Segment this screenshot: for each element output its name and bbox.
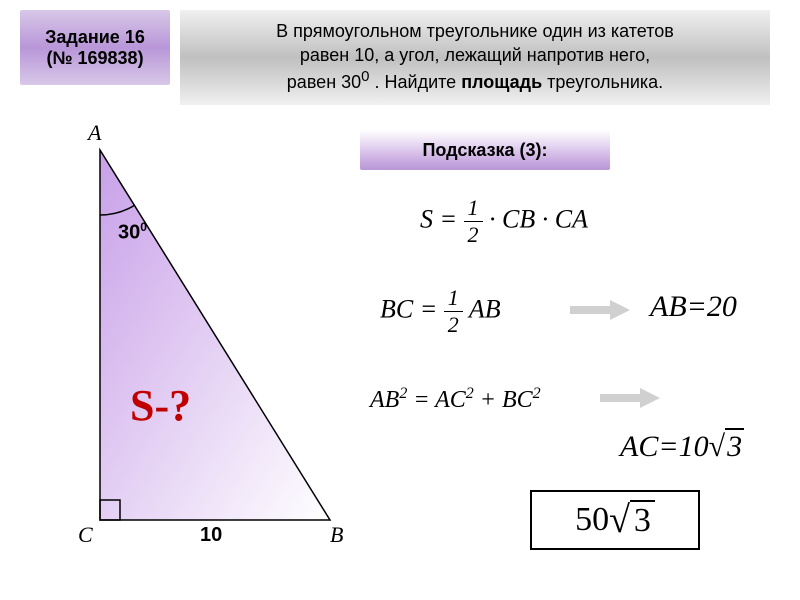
result-ac: AC=10√3 (620, 430, 744, 464)
find-label: S-? (130, 380, 191, 431)
task-line2: (№ 169838) (46, 48, 143, 69)
triangle-figure: A B C 300 10 S-? (30, 120, 360, 560)
result-ab: AB=20 (650, 290, 737, 324)
vertex-b: B (330, 522, 343, 548)
arrow-2 (600, 388, 660, 408)
vertex-c: C (78, 522, 93, 548)
problem-statement: В прямоугольном треугольнике один из кат… (180, 10, 770, 105)
triangle-svg (30, 120, 360, 560)
task-line1: Задание 16 (45, 27, 145, 48)
arrow-1 (570, 300, 630, 320)
angle-label: 300 (118, 220, 147, 245)
formula-pythagoras: AB2 = AC2 + BC2 (370, 385, 541, 414)
formula-bc: BC = 12 AB (380, 285, 501, 338)
answer-box: 50√3 (530, 490, 700, 550)
vertex-a: A (88, 120, 101, 146)
formula-area: S = 12 · CB · CA (420, 195, 588, 248)
task-number-box: Задание 16 (№ 169838) (20, 10, 170, 85)
hint-box: Подсказка (3): (360, 130, 610, 170)
side-bc-label: 10 (200, 524, 222, 547)
problem-text: В прямоугольном треугольнике один из кат… (276, 20, 674, 94)
hint-label: Подсказка (3): (422, 140, 547, 161)
